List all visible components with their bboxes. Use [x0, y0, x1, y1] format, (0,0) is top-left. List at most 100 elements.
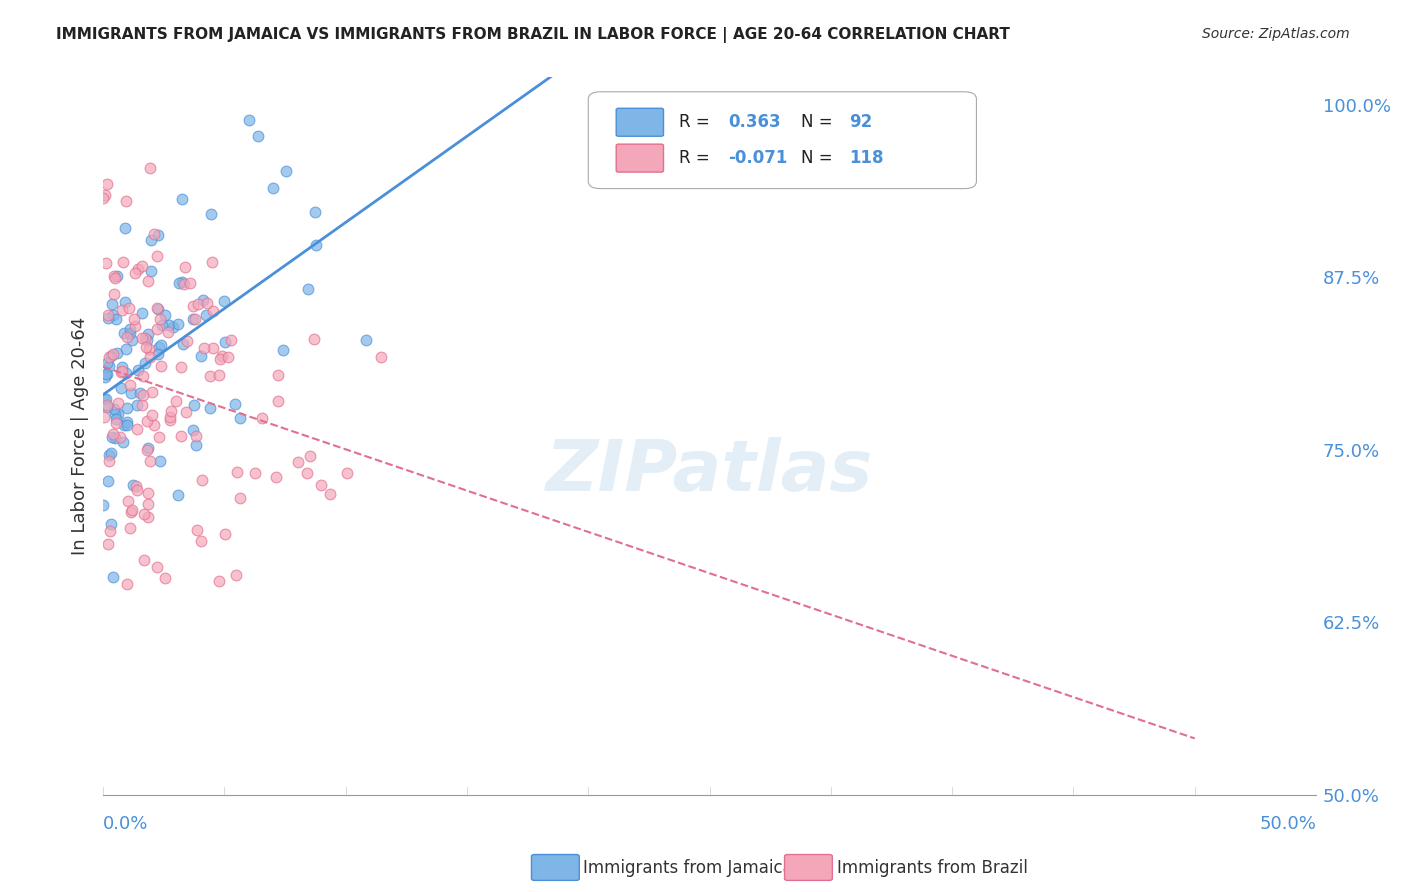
Immigrants from Jamaica [150, 318, 173, 333]
Immigrants from Jamaica [104, 431, 127, 445]
Immigrants from Jamaica [200, 207, 222, 221]
Immigrants from Brazil [115, 577, 138, 591]
Immigrants from Jamaica [134, 356, 156, 370]
Immigrants from Jamaica [135, 333, 157, 347]
Immigrants from Brazil [267, 368, 290, 383]
Immigrants from Jamaica [112, 435, 135, 450]
Immigrants from Brazil [107, 395, 129, 409]
Immigrants from Jamaica [100, 517, 122, 532]
Immigrants from Jamaica [96, 367, 118, 381]
Immigrants from Brazil [266, 394, 288, 409]
Immigrants from Brazil [264, 470, 287, 484]
Immigrants from Brazil [122, 312, 145, 326]
Text: -0.071: -0.071 [728, 149, 787, 167]
FancyBboxPatch shape [588, 92, 976, 188]
Immigrants from Brazil [97, 309, 120, 323]
Immigrants from Jamaica [93, 392, 115, 406]
Immigrants from Jamaica [194, 308, 217, 322]
Immigrants from Jamaica [127, 363, 149, 377]
Immigrants from Brazil [149, 312, 172, 326]
Immigrants from Brazil [118, 377, 141, 392]
Immigrants from Brazil [174, 405, 197, 419]
Immigrants from Jamaica [183, 398, 205, 412]
Immigrants from Brazil [208, 574, 231, 588]
Immigrants from Brazil [134, 331, 156, 345]
Immigrants from Brazil [117, 493, 139, 508]
Immigrants from Brazil [139, 161, 162, 176]
Immigrants from Brazil [146, 322, 169, 336]
Immigrants from Jamaica [115, 417, 138, 432]
Immigrants from Brazil [111, 364, 134, 378]
Immigrants from Brazil [97, 350, 120, 364]
Immigrants from Jamaica [212, 293, 235, 308]
Immigrants from Brazil [170, 429, 193, 443]
Immigrants from Brazil [160, 404, 183, 418]
Immigrants from Brazil [148, 430, 170, 444]
Immigrants from Jamaica [97, 474, 120, 488]
Immigrants from Brazil [132, 552, 155, 566]
Immigrants from Jamaica [93, 498, 115, 512]
Immigrants from Jamaica [114, 294, 136, 309]
Immigrants from Brazil [184, 429, 207, 443]
Immigrants from Brazil [115, 194, 138, 208]
Immigrants from Jamaica [167, 277, 190, 291]
Immigrants from Brazil [132, 507, 155, 521]
Immigrants from Jamaica [148, 227, 170, 242]
Immigrants from Jamaica [149, 454, 172, 468]
Immigrants from Brazil [120, 504, 142, 518]
Immigrants from Brazil [318, 487, 340, 501]
Immigrants from Jamaica [120, 386, 142, 401]
Immigrants from Jamaica [274, 163, 297, 178]
Immigrants from Jamaica [94, 392, 117, 406]
Immigrants from Jamaica [304, 238, 326, 252]
Immigrants from Brazil [243, 466, 266, 480]
Immigrants from Jamaica [103, 569, 125, 583]
Immigrants from Brazil [193, 341, 215, 355]
Immigrants from Jamaica [238, 112, 260, 127]
Text: 0.0%: 0.0% [103, 815, 149, 833]
Text: IMMIGRANTS FROM JAMAICA VS IMMIGRANTS FROM BRAZIL IN LABOR FORCE | AGE 20-64 COR: IMMIGRANTS FROM JAMAICA VS IMMIGRANTS FR… [56, 27, 1010, 43]
Immigrants from Jamaica [94, 367, 117, 381]
Immigrants from Brazil [146, 249, 169, 263]
Immigrants from Jamaica [103, 401, 125, 416]
Immigrants from Brazil [198, 369, 221, 384]
Immigrants from Jamaica [118, 326, 141, 340]
Immigrants from Jamaica [114, 367, 136, 381]
Immigrants from Brazil [118, 301, 141, 315]
Immigrants from Brazil [91, 191, 114, 205]
Immigrants from Brazil [173, 277, 195, 292]
Immigrants from Jamaica [117, 415, 139, 429]
Text: N =: N = [800, 113, 832, 131]
Immigrants from Brazil [208, 368, 231, 382]
Text: 92: 92 [849, 113, 872, 131]
Immigrants from Jamaica [198, 401, 221, 415]
Immigrants from Jamaica [262, 180, 284, 194]
Immigrants from Brazil [131, 259, 153, 273]
Immigrants from Brazil [136, 497, 159, 511]
Immigrants from Brazil [141, 408, 163, 422]
Immigrants from Jamaica [139, 233, 162, 247]
Immigrants from Jamaica [228, 411, 250, 425]
Immigrants from Jamaica [181, 311, 204, 326]
Text: Immigrants from Brazil: Immigrants from Brazil [837, 859, 1028, 877]
Immigrants from Jamaica [115, 401, 138, 416]
Immigrants from Brazil [93, 410, 115, 425]
Immigrants from Jamaica [157, 318, 180, 333]
Immigrants from Brazil [181, 299, 204, 313]
Immigrants from Jamaica [297, 282, 319, 296]
Immigrants from Jamaica [162, 319, 184, 334]
Text: Immigrants from Jamaica: Immigrants from Jamaica [583, 859, 793, 877]
Immigrants from Jamaica [101, 430, 124, 444]
Immigrants from Brazil [159, 410, 181, 425]
Immigrants from Jamaica [100, 349, 122, 363]
Immigrants from Brazil [176, 334, 198, 348]
Immigrants from Brazil [141, 384, 163, 399]
Immigrants from Brazil [225, 567, 247, 582]
Immigrants from Brazil [146, 301, 169, 315]
Immigrants from Jamaica [146, 347, 169, 361]
Immigrants from Brazil [96, 177, 118, 191]
Immigrants from Brazil [295, 467, 318, 481]
Immigrants from Brazil [135, 340, 157, 354]
Immigrants from Jamaica [354, 333, 377, 347]
Text: R =: R = [679, 113, 710, 131]
